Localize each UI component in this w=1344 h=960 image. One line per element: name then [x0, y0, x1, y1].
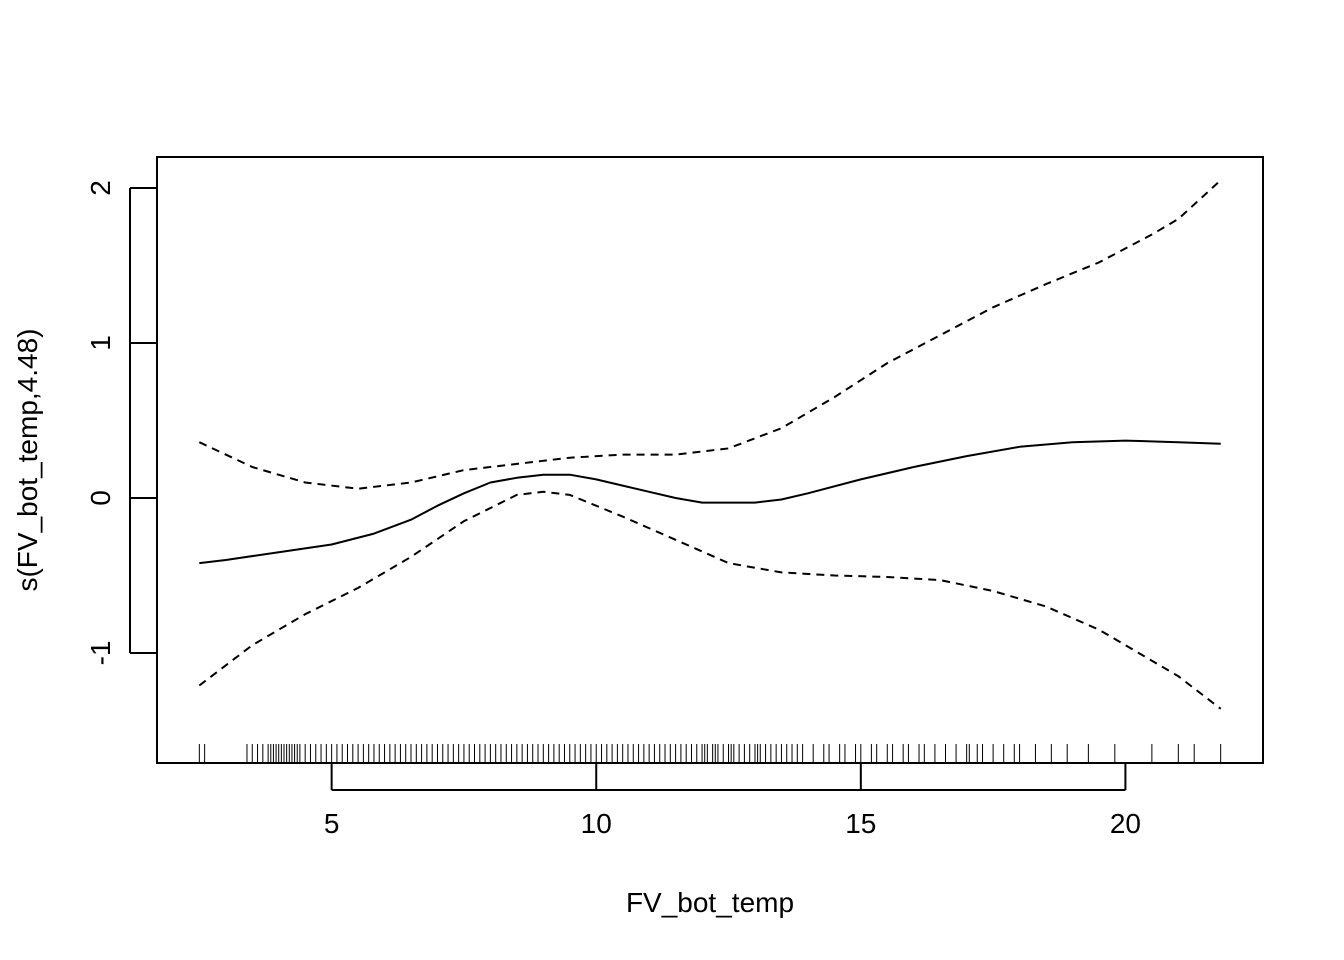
x-axis: 5 10 15 20 — [324, 764, 1141, 839]
x-axis-title: FV_bot_temp — [626, 887, 794, 918]
y-tick-label: 0 — [85, 490, 116, 506]
y-tick-label: -1 — [85, 641, 116, 666]
upper-confidence-band — [198, 179, 1222, 490]
plot-frame — [156, 156, 1264, 764]
x-tick-label: 5 — [324, 808, 340, 839]
y-axis-title: s(FV_bot_temp,4.48) — [12, 328, 43, 591]
x-tick-label: 20 — [1110, 808, 1141, 839]
x-tick-label: 15 — [845, 808, 876, 839]
smooth-estimate-line — [199, 439, 1221, 565]
y-axis: -1 0 1 2 — [85, 180, 156, 665]
lower-confidence-band — [198, 490, 1222, 710]
y-tick-label: 1 — [85, 335, 116, 351]
x-tick-label: 10 — [581, 808, 612, 839]
rug-marks — [198, 744, 1222, 763]
y-tick-label: 2 — [85, 180, 116, 196]
series-lines — [198, 179, 1222, 710]
